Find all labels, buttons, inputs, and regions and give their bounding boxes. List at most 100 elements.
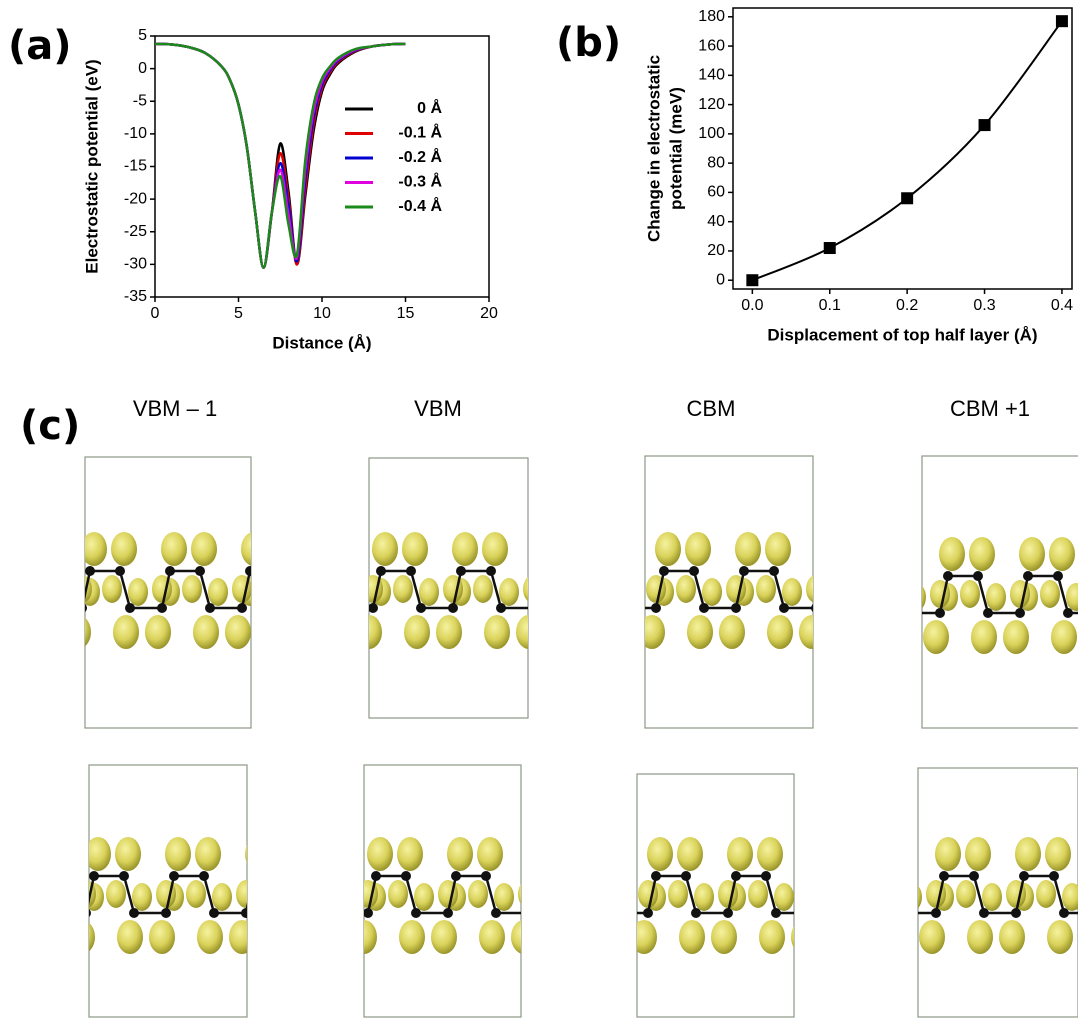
y-tick-label: 0 (138, 60, 147, 77)
atom (49, 908, 59, 918)
atom (195, 566, 205, 576)
lobe (225, 615, 251, 649)
bond (614, 571, 624, 608)
lobe (919, 920, 945, 954)
y-tick-label: 40 (707, 213, 725, 230)
atom (89, 871, 99, 881)
lobe (48, 578, 68, 606)
lobe (499, 578, 519, 606)
atom (841, 871, 851, 881)
atom (169, 871, 179, 881)
atom (456, 566, 466, 576)
lobe (871, 920, 897, 954)
lobe (283, 575, 303, 603)
atom (651, 603, 661, 613)
lobe (806, 883, 826, 911)
atom (496, 603, 506, 613)
lobe (511, 920, 521, 954)
atom (561, 871, 571, 881)
bond (1052, 875, 1066, 914)
bond (692, 570, 706, 609)
y-tick-label: 140 (698, 67, 725, 84)
lobe (564, 615, 590, 649)
lobe (645, 615, 665, 649)
lobe (305, 615, 331, 649)
atom (326, 566, 336, 576)
lobe (887, 920, 913, 954)
atom (9, 871, 19, 881)
lobe (320, 578, 340, 606)
atom (528, 603, 538, 613)
bond (371, 570, 383, 609)
lobe (232, 575, 251, 603)
atom (531, 871, 541, 881)
lobe (967, 920, 993, 954)
bond (89, 875, 96, 906)
lobe (845, 532, 871, 566)
lobe (197, 920, 223, 954)
x-tick-label: 0.1 (819, 297, 841, 314)
y-tick-label: 0 (716, 271, 725, 288)
atom (364, 908, 373, 918)
atom (771, 908, 781, 918)
lobe (828, 880, 848, 908)
atom (406, 566, 416, 576)
lobe (727, 837, 753, 871)
lobe (321, 532, 347, 566)
y-tick-label: -35 (124, 288, 147, 305)
bond (571, 571, 581, 608)
lobe (1049, 537, 1075, 571)
lobe (195, 837, 221, 871)
atom (411, 908, 421, 918)
atom (691, 908, 701, 918)
bond (533, 571, 541, 608)
lobe (531, 578, 551, 606)
marker (746, 274, 759, 287)
lobe (447, 837, 473, 871)
bond (528, 876, 536, 913)
atom (849, 566, 859, 576)
panel-label: (b) (556, 20, 621, 66)
lobe (37, 920, 63, 954)
lobe (271, 532, 297, 566)
marker (1055, 15, 1068, 28)
y-tick-label: 20 (707, 242, 725, 259)
atom (819, 566, 829, 576)
y-tick-label: 5 (138, 27, 147, 44)
lobe (132, 883, 152, 911)
bond (164, 875, 176, 914)
lobe (986, 583, 1006, 611)
lobe (839, 920, 865, 954)
atom (443, 908, 453, 918)
lobe (599, 920, 625, 954)
lobe (971, 620, 997, 654)
panel-label: (a) (8, 23, 72, 69)
lobe (313, 575, 333, 603)
atom (779, 603, 789, 613)
lobe (1015, 837, 1041, 871)
atom (45, 603, 55, 613)
atom (376, 566, 386, 576)
lobe (814, 578, 834, 606)
atom (761, 871, 771, 881)
orbital (9, 837, 247, 954)
lobe (607, 615, 633, 649)
lobe (668, 880, 688, 908)
series-line (154, 42, 406, 269)
bond (976, 575, 990, 614)
atom (739, 566, 749, 576)
column-title: VBM – 1 (133, 396, 217, 421)
atom (619, 603, 629, 613)
atom (643, 908, 653, 918)
atom (85, 604, 87, 612)
atom (275, 566, 285, 576)
lobe (1019, 537, 1045, 571)
lobe (52, 883, 72, 911)
y-tick-label: -5 (133, 92, 147, 109)
lobe (548, 880, 568, 908)
x-tick-label: 0.3 (973, 297, 995, 314)
atom (601, 871, 611, 881)
bond (816, 571, 824, 608)
lobe (312, 575, 332, 603)
lobe (965, 837, 991, 871)
